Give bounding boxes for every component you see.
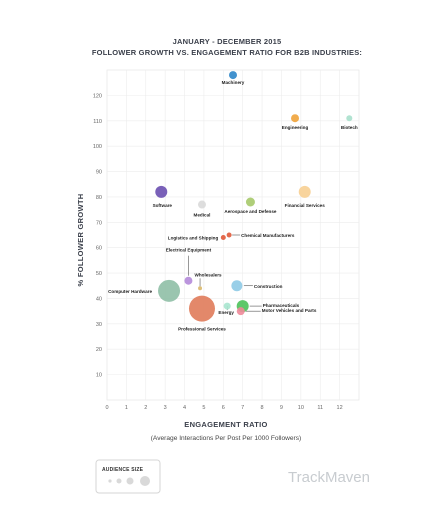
point-label: Biotech <box>341 125 358 130</box>
x-tick-label: 12 <box>337 405 343 411</box>
x-tick-label: 3 <box>164 405 167 411</box>
audience-size-legend: AUDIENCE SIZE <box>95 459 161 494</box>
y-tick-label: 80 <box>96 195 102 201</box>
y-tick-label: 40 <box>96 296 102 302</box>
legend-size-1 <box>108 479 112 483</box>
legend-box <box>95 459 161 494</box>
point-wholesalers <box>198 286 203 291</box>
data-points <box>155 71 353 322</box>
legend-size-3 <box>126 477 134 485</box>
y-axis-label: % FOLLOWER GROWTH <box>76 193 85 286</box>
y-tick-labels: 10 20 30 40 50 60 70 80 90 100 110 120 <box>93 93 102 378</box>
x-tick-label: 4 <box>183 405 186 411</box>
brand-logo: TrackMaven <box>288 469 370 486</box>
y-tick-label: 60 <box>96 246 102 252</box>
x-tick-label: 7 <box>241 405 244 411</box>
chart-subtitle: FOLLOWER GROWTH VS. ENGAGEMENT RATIO FOR… <box>92 48 362 57</box>
x-axis-sublabel: (Average Interactions Per Post Per 1000 … <box>151 435 302 442</box>
x-tick-labels: 0 1 2 3 4 5 6 7 8 9 10 11 12 <box>105 405 342 411</box>
point-label: Motor Vehicles and Parts <box>262 308 317 313</box>
point-label: Chemical Manufacturers <box>241 233 295 238</box>
point-financial-services <box>298 185 311 198</box>
gridlines <box>106 69 360 401</box>
y-tick-label: 50 <box>96 271 102 277</box>
point-labels: Machinery Engineering Biotech Software Medic… <box>108 80 358 332</box>
point-computer-hardware <box>158 279 181 302</box>
x-tick-label: 11 <box>317 405 323 411</box>
point-label: Software <box>153 203 173 208</box>
x-tick-label: 6 <box>222 405 225 411</box>
point-chemical-manufacturers <box>226 232 232 238</box>
point-label: Aerospace and Defense <box>224 209 277 214</box>
legend-size-4 <box>140 476 150 486</box>
point-medical <box>197 200 206 209</box>
y-tick-label: 90 <box>96 170 102 176</box>
x-axis-label: ENGAGEMENT RATIO <box>184 420 267 429</box>
point-label: Machinery <box>222 80 245 85</box>
x-tick-label: 5 <box>202 405 205 411</box>
point-label: Construction <box>254 284 283 289</box>
point-label: Computer Hardware <box>108 289 152 294</box>
x-tick-label: 8 <box>261 405 264 411</box>
point-label: Financial Services <box>285 203 326 208</box>
point-professional-services <box>188 295 215 322</box>
point-energy <box>223 302 231 310</box>
point-label: Wholesalers <box>195 272 223 277</box>
point-logistics-and-shipping <box>220 235 226 241</box>
point-label: Energy <box>218 310 234 315</box>
y-tick-label: 120 <box>93 93 102 99</box>
point-motor-vehicles-and-parts <box>236 307 245 316</box>
y-tick-label: 100 <box>93 144 102 150</box>
point-engineering <box>291 114 300 123</box>
legend-size-2 <box>116 478 122 484</box>
y-tick-label: 10 <box>96 373 102 379</box>
point-electrical-equipment <box>184 276 193 285</box>
y-tick-label: 30 <box>96 322 102 328</box>
point-label: Engineering <box>282 125 309 130</box>
x-tick-label: 1 <box>125 405 128 411</box>
point-machinery <box>229 71 237 80</box>
chart-title: JANUARY - DECEMBER 2015 <box>173 37 282 46</box>
legend-title: AUDIENCE SIZE <box>102 467 144 473</box>
y-tick-label: 70 <box>96 220 102 226</box>
point-label: Pharmaceuticals <box>263 303 300 308</box>
point-aerospace-and-defense <box>245 197 255 207</box>
y-tick-label: 110 <box>93 119 102 125</box>
point-construction <box>231 280 243 292</box>
x-tick-label: 2 <box>144 405 147 411</box>
x-tick-label: 0 <box>105 405 108 411</box>
y-tick-label: 20 <box>96 347 102 353</box>
point-label: Electrical Equipment <box>166 248 212 253</box>
x-tick-label: 10 <box>298 405 304 411</box>
point-label: Medical <box>194 213 211 218</box>
x-tick-label: 9 <box>280 405 283 411</box>
point-label: Logistics and Shipping <box>168 236 219 241</box>
point-software <box>155 185 168 198</box>
point-biotech <box>346 115 353 122</box>
point-label: Professional Services <box>178 327 226 332</box>
